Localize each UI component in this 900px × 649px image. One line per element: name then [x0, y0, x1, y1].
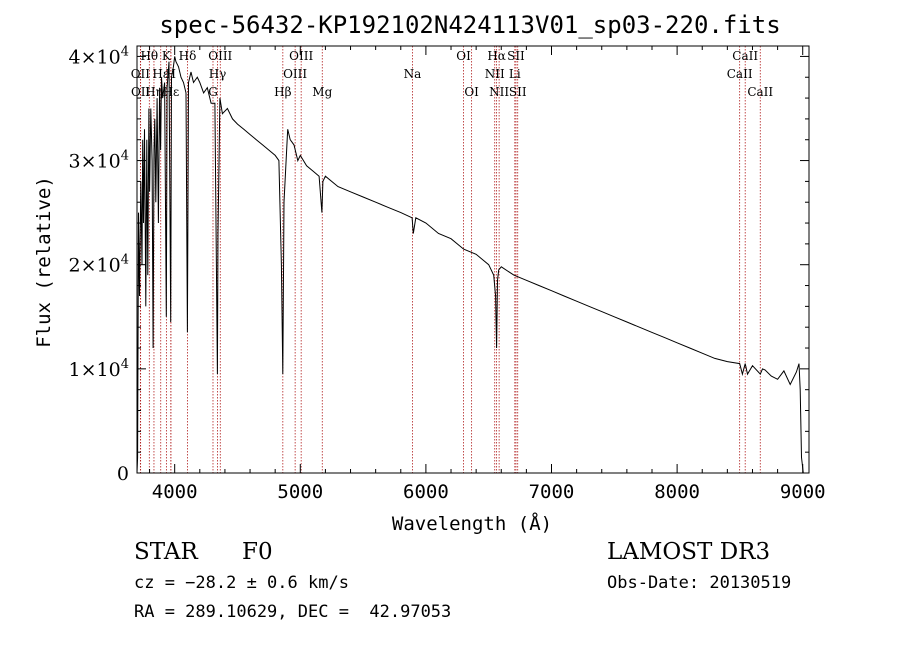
- flux-spectrum-line: [136, 56, 804, 474]
- y-axis-ticks: 0 1×104 2×104 3×104 4×104: [69, 44, 809, 485]
- x-tick-label-0: 4000: [152, 481, 198, 503]
- x-tick-label-5: 9000: [780, 481, 826, 503]
- survey-label: LAMOST DR3: [607, 539, 771, 565]
- x-axis-label: Wavelength (Å): [392, 512, 552, 535]
- line-label-5: K: [162, 49, 172, 63]
- line-label-1: OII: [131, 67, 151, 81]
- plot-frame: [136, 45, 810, 474]
- line-label-20: NII: [485, 67, 505, 81]
- x-tick-label-1: 5000: [277, 481, 323, 503]
- line-label-10: Hγ: [209, 67, 227, 81]
- redshift-text: cz = −28.2 ± 0.6 km/s: [134, 573, 349, 593]
- line-label-17: OI: [456, 49, 471, 63]
- line-label-13: OIII: [289, 49, 313, 63]
- object-subclass-label: F0: [242, 539, 273, 565]
- y-tick-label-0: 0: [117, 463, 129, 485]
- line-label-11: G: [208, 85, 218, 99]
- line-label-9: OIII: [208, 49, 232, 63]
- line-label-27: CaII: [747, 85, 773, 99]
- x-axis-ticks: 4000 5000 6000 7000 8000 9000: [149, 46, 826, 503]
- y-tick-label-3: 3×104: [69, 149, 129, 173]
- line-label-19: Hα: [487, 49, 506, 63]
- line-label-14: OIII: [283, 67, 307, 81]
- y-axis-label: Flux (relative): [33, 176, 55, 348]
- line-label-18: OI: [464, 85, 479, 99]
- line-label-12: Hβ: [274, 85, 291, 99]
- x-tick-label-2: 6000: [403, 481, 449, 503]
- coordinates-text: RA = 289.10629, DEC = 42.97053: [134, 602, 452, 622]
- chart-title: spec-56432-KP192102N424113V01_sp03-220.f…: [159, 11, 780, 39]
- y-tick-label-4: 4×104: [69, 44, 129, 68]
- line-label-24: SII: [509, 85, 527, 99]
- line-label-21: NII: [489, 85, 509, 99]
- line-label-8: Hδ: [179, 49, 197, 63]
- line-label-6: H: [166, 67, 176, 81]
- y-tick-label-2: 2×104: [69, 253, 129, 277]
- line-label-3: Hη: [145, 85, 163, 99]
- y-tick-label-1: 1×104: [69, 357, 129, 381]
- line-label-22: SII: [507, 49, 525, 63]
- object-class-label: STAR: [134, 539, 198, 565]
- line-label-26: CaII: [727, 67, 753, 81]
- line-label-2: OII: [131, 85, 151, 99]
- x-tick-label-3: 7000: [529, 481, 575, 503]
- line-label-15: Mg: [312, 85, 332, 99]
- line-label-0: Hθ: [140, 49, 158, 63]
- obs-date-text: Obs-Date: 20130519: [607, 573, 792, 593]
- line-label-16: Na: [404, 67, 422, 81]
- line-label-25: CaII: [732, 49, 758, 63]
- x-tick-label-4: 8000: [654, 481, 700, 503]
- emission-line-markers: [139, 46, 761, 473]
- line-label-23: Li: [509, 67, 521, 81]
- line-label-4: Hε: [152, 67, 169, 81]
